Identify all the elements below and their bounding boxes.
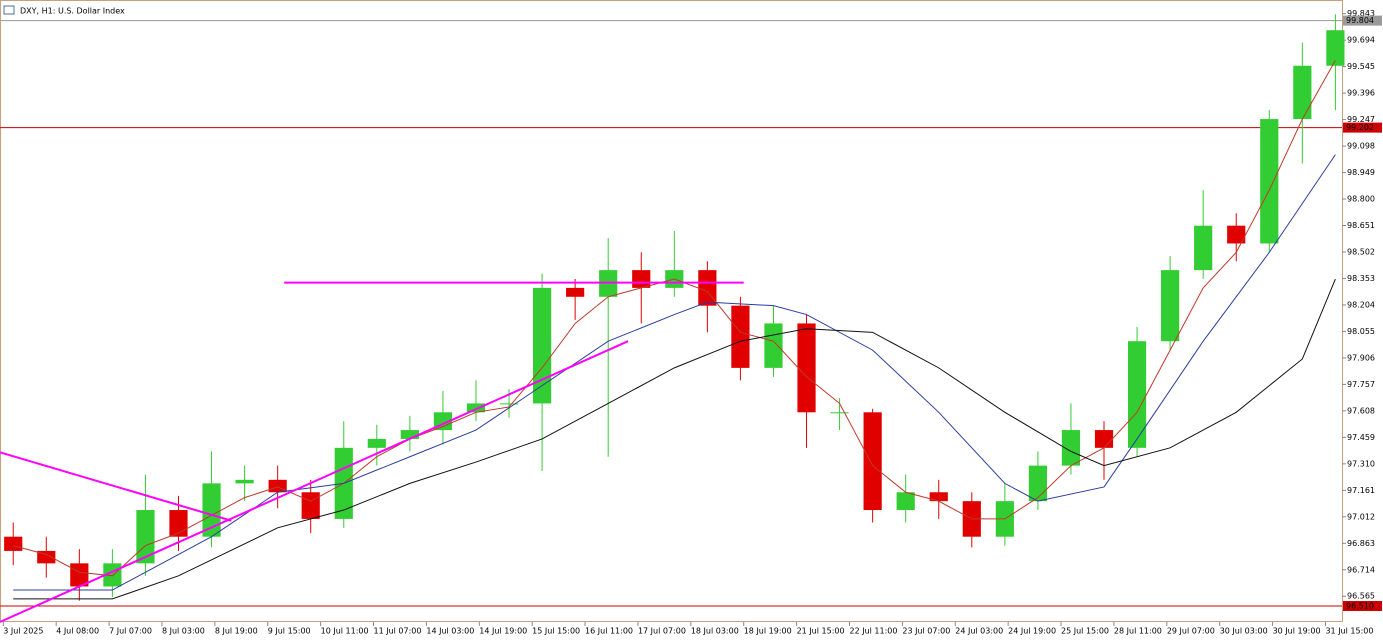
x-tick-label: 30 Jul 03:00 [1220, 627, 1268, 636]
x-tick-label: 7 Jul 07:00 [109, 627, 152, 636]
x-tick-label: 23 Jul 07:00 [902, 627, 950, 636]
candle-body [301, 492, 320, 519]
chart-title: DXY, H1: U.S. Dollar Index [20, 7, 125, 16]
price-label: 99.202 [1346, 123, 1374, 132]
candle-body [896, 492, 915, 511]
x-tick-label: 14 Jul 19:00 [479, 627, 527, 636]
price-label-box [1343, 15, 1382, 26]
y-tick-label: 99.396 [1347, 89, 1375, 98]
x-tick-label: 9 Jul 15:00 [268, 627, 311, 636]
moving-average [13, 154, 1336, 591]
y-tick-label: 97.161 [1347, 486, 1375, 495]
price-label-box [1343, 122, 1382, 133]
candle-body [1161, 270, 1180, 342]
candle-body [367, 438, 386, 448]
y-tick-label: 98.204 [1347, 300, 1375, 309]
candle-body [202, 483, 221, 537]
candle-body [4, 536, 23, 551]
x-tick-label: 11 Jul 07:00 [374, 627, 422, 636]
x-tick-label: 30 Jul 19:00 [1273, 627, 1321, 636]
candle-body [764, 323, 783, 368]
y-tick-label: 96.863 [1347, 539, 1375, 548]
candle-body [1061, 430, 1081, 466]
y-tick-label: 98.800 [1347, 195, 1375, 204]
chart-icon [3, 5, 15, 15]
candle-body [731, 305, 750, 368]
plot-frame [0, 0, 1343, 622]
candle-body [136, 510, 155, 564]
price-label-box [1343, 601, 1382, 612]
y-tick-label: 99.545 [1347, 62, 1375, 71]
y-tick-label: 98.502 [1347, 247, 1375, 256]
x-tick-label: 17 Jul 07:00 [638, 627, 686, 636]
x-tick-label: 3 Jul 2025 [3, 627, 43, 636]
candle-body [235, 479, 254, 484]
y-tick-label: 98.651 [1347, 221, 1375, 230]
x-tick-label: 18 Jul 03:00 [691, 627, 739, 636]
candle-body [830, 412, 849, 414]
y-tick-label: 96.714 [1347, 565, 1375, 574]
y-tick-label: 97.608 [1347, 406, 1375, 415]
x-tick-label: 21 Jul 15:00 [797, 627, 845, 636]
candle-body [929, 492, 948, 502]
candle-body [566, 287, 585, 297]
moving-average [13, 278, 1336, 600]
candle-body [532, 287, 552, 404]
x-tick-label: 15 Jul 15:00 [532, 627, 580, 636]
x-tick-label: 16 Jul 11:00 [585, 627, 633, 636]
price-label: 99.804 [1346, 16, 1374, 25]
candle-body [1260, 119, 1279, 244]
candle-body [1326, 30, 1345, 66]
x-tick-label: 31 Jul 15:00 [1325, 627, 1373, 636]
y-tick-label: 99.098 [1347, 142, 1375, 151]
y-tick-label: 99.694 [1347, 36, 1375, 45]
y-tick-label: 99.843 [1347, 9, 1375, 18]
y-tick-label: 99.247 [1347, 115, 1375, 124]
candle-body [1094, 430, 1114, 448]
y-tick-label: 98.949 [1347, 168, 1375, 177]
x-tick-label: 8 Jul 03:00 [162, 627, 205, 636]
y-tick-label: 97.459 [1347, 433, 1375, 442]
y-tick-label: 97.906 [1347, 353, 1375, 362]
candle-body [499, 403, 519, 405]
candle-body [70, 563, 89, 587]
x-tick-label: 28 Jul 11:00 [1114, 627, 1162, 636]
y-tick-label: 98.055 [1347, 327, 1375, 336]
candle-body [1227, 225, 1246, 244]
candle-body [400, 430, 419, 439]
trendline [0, 340, 629, 623]
candle-body [632, 270, 651, 288]
candle-body [169, 510, 188, 537]
x-tick-label: 22 Jul 11:00 [849, 627, 897, 636]
x-tick-label: 24 Jul 03:00 [955, 627, 1003, 636]
candle-body [863, 412, 882, 511]
y-tick-label: 97.310 [1347, 459, 1375, 468]
candle-body [37, 550, 56, 564]
y-tick-label: 97.012 [1347, 512, 1375, 521]
x-tick-label: 14 Jul 03:00 [426, 627, 474, 636]
candle-body [1293, 65, 1312, 120]
x-tick-label: 4 Jul 08:00 [56, 627, 99, 636]
moving-average [13, 60, 1336, 577]
y-tick-label: 97.757 [1347, 380, 1375, 389]
y-tick-label: 98.353 [1347, 274, 1375, 283]
x-tick-label: 8 Jul 19:00 [215, 627, 258, 636]
price-label: 96.510 [1346, 602, 1374, 611]
candle-body [698, 270, 717, 306]
candle-body [1194, 225, 1213, 271]
trendline [0, 451, 232, 522]
x-tick-label: 25 Jul 15:00 [1061, 627, 1109, 636]
x-tick-label: 29 Jul 07:00 [1167, 627, 1215, 636]
candle-body [797, 323, 816, 413]
candle-body [1127, 341, 1147, 448]
x-tick-label: 10 Jul 11:00 [321, 627, 369, 636]
y-tick-label: 96.565 [1347, 592, 1375, 601]
candle-body [268, 479, 287, 493]
candle-body [1028, 465, 1047, 502]
candle-body [466, 403, 486, 413]
x-tick-label: 18 Jul 19:00 [744, 627, 792, 636]
x-tick-label: 24 Jul 19:00 [1008, 627, 1056, 636]
